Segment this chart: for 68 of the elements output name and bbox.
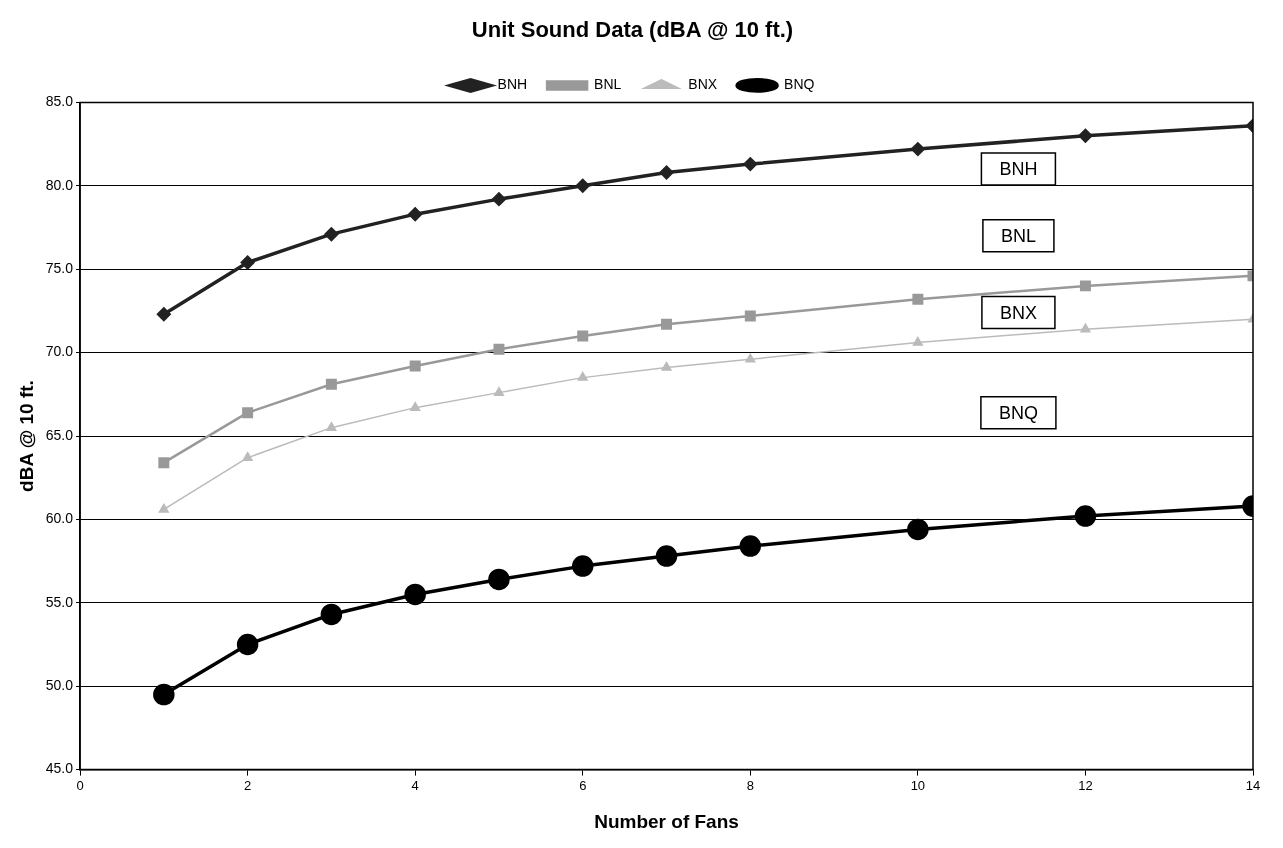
point (661, 318, 673, 330)
x-tick-label: 2 (244, 777, 252, 793)
point (493, 343, 505, 355)
point (157, 307, 171, 321)
point (236, 633, 259, 656)
y-tick-label: 75.0 (45, 260, 74, 277)
point (911, 142, 925, 156)
point (158, 457, 170, 469)
x-tick-label: 0 (76, 777, 84, 793)
y-tick-label: 55.0 (45, 593, 74, 610)
point (659, 165, 674, 180)
annotation: BNL (1000, 225, 1036, 246)
legend-label: BNH (497, 76, 528, 93)
point (409, 360, 421, 372)
legend-label: BNQ (784, 76, 815, 93)
point (577, 371, 588, 381)
point (1079, 280, 1091, 292)
point (575, 179, 590, 193)
point (492, 192, 506, 206)
point (1078, 129, 1093, 143)
x-axis-title: Number of Fans (594, 810, 739, 832)
point (242, 407, 254, 419)
point (410, 401, 421, 411)
point (153, 683, 175, 706)
point (240, 255, 255, 270)
point (1074, 505, 1097, 527)
y-tick-label: 45.0 (45, 760, 74, 777)
point (408, 207, 422, 221)
point (739, 535, 762, 557)
point (493, 386, 505, 396)
point (912, 293, 924, 305)
y-tick-label: 60.0 (45, 510, 74, 527)
point (743, 157, 758, 171)
x-tick-label: 10 (910, 777, 926, 793)
point (404, 583, 426, 606)
point (661, 361, 672, 371)
legend-label: BNL (594, 76, 622, 93)
y-tick-label: 80.0 (45, 176, 74, 193)
point (158, 503, 169, 513)
annotation: BNX (999, 302, 1037, 323)
point (324, 227, 339, 241)
legend-label: BNX (688, 76, 718, 93)
x-tick-label: 14 (1245, 777, 1261, 793)
point (571, 555, 594, 577)
x-tick-label: 12 (1078, 777, 1093, 793)
annotation: BNQ (998, 402, 1038, 423)
point (326, 421, 337, 431)
point (242, 451, 253, 461)
point (325, 378, 337, 390)
x-tick-label: 4 (411, 777, 419, 793)
y-tick-label: 65.0 (45, 426, 74, 443)
point (907, 518, 929, 541)
point (488, 568, 510, 591)
y-tick-label: 85.0 (45, 93, 74, 110)
point (655, 545, 678, 567)
point (1080, 323, 1091, 333)
y-tick-label: 50.0 (45, 677, 74, 694)
y-axis-title: dBA @ 10 ft. (15, 380, 37, 492)
annotation: BNH (999, 159, 1038, 180)
chart-title: Unit Sound Data (dBA @ 10 ft.) (471, 17, 794, 43)
y-tick-label: 70.0 (45, 343, 74, 360)
point (320, 603, 343, 626)
point (745, 353, 756, 363)
point (577, 330, 589, 342)
point (912, 336, 923, 346)
x-tick-label: 8 (746, 777, 754, 793)
x-tick-label: 6 (579, 777, 587, 793)
point (744, 310, 756, 322)
